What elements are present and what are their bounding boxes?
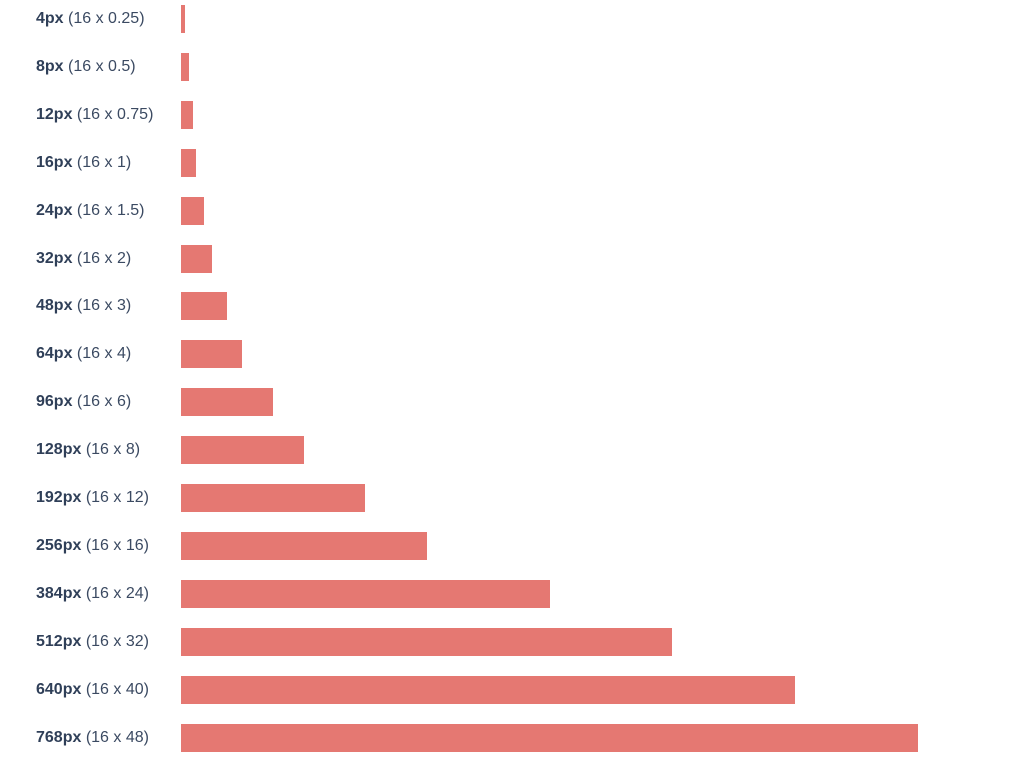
bar-row: 24px (16 x 1.5) (0, 196, 1020, 226)
bar (181, 580, 550, 608)
bar-label-multiplier: (16 x 40) (85, 681, 149, 698)
bar-label-px: 32px (36, 250, 73, 267)
bar (181, 149, 196, 177)
bar-label-px: 384px (36, 585, 82, 602)
bar (181, 340, 242, 368)
bar-label-px: 16px (36, 154, 73, 171)
bar-label: 128px (16 x 8) (36, 435, 140, 465)
bar-label: 24px (16 x 1.5) (36, 196, 145, 226)
bar-label-multiplier: (16 x 32) (85, 633, 149, 650)
bar-label-multiplier: (16 x 0.75) (76, 106, 154, 123)
bar-label: 256px (16 x 16) (36, 531, 149, 561)
bar-row: 128px (16 x 8) (0, 435, 1020, 465)
bar-label-px: 768px (36, 729, 82, 746)
bar-label-px: 48px (36, 297, 73, 314)
bar (181, 292, 227, 320)
bar-label: 32px (16 x 2) (36, 244, 131, 274)
bar (181, 724, 918, 752)
bar (181, 53, 189, 81)
bar-label-multiplier: (16 x 4) (76, 345, 132, 362)
bar (181, 388, 273, 416)
bar-label: 4px (16 x 0.25) (36, 4, 145, 34)
bar-label-multiplier: (16 x 24) (85, 585, 149, 602)
bar-label: 48px (16 x 3) (36, 291, 131, 321)
bar (181, 628, 672, 656)
bar-label-px: 96px (36, 393, 73, 410)
bar-label: 768px (16 x 48) (36, 723, 149, 753)
bar-label-multiplier: (16 x 1.5) (76, 202, 145, 219)
bar-row: 256px (16 x 16) (0, 531, 1020, 561)
bar (181, 245, 212, 273)
bar-row: 4px (16 x 0.25) (0, 4, 1020, 34)
bar-label-px: 64px (36, 345, 73, 362)
bar-row: 64px (16 x 4) (0, 339, 1020, 369)
bar-label-px: 640px (36, 681, 82, 698)
bar-label-px: 12px (36, 106, 73, 123)
bar (181, 197, 204, 225)
bar-label-multiplier: (16 x 0.25) (68, 10, 145, 27)
bar-label-px: 256px (36, 537, 82, 554)
bar-label-multiplier: (16 x 16) (85, 537, 149, 554)
bar-label-px: 192px (36, 489, 82, 506)
bar-label: 96px (16 x 6) (36, 387, 131, 417)
bar-label-px: 4px (36, 10, 64, 27)
bar-label: 512px (16 x 32) (36, 627, 149, 657)
bar (181, 676, 795, 704)
bar-label: 64px (16 x 4) (36, 339, 131, 369)
bar-row: 8px (16 x 0.5) (0, 52, 1020, 82)
bar (181, 436, 304, 464)
bar-row: 512px (16 x 32) (0, 627, 1020, 657)
bar (181, 532, 427, 560)
bar-label: 640px (16 x 40) (36, 675, 149, 705)
bar-row: 48px (16 x 3) (0, 291, 1020, 321)
bar-row: 32px (16 x 2) (0, 244, 1020, 274)
bar-row: 192px (16 x 12) (0, 483, 1020, 513)
bar (181, 101, 193, 129)
bar-label-px: 24px (36, 202, 73, 219)
bar-row: 12px (16 x 0.75) (0, 100, 1020, 130)
bar-row: 768px (16 x 48) (0, 723, 1020, 753)
bar (181, 5, 185, 33)
bar-label-multiplier: (16 x 2) (76, 250, 132, 267)
bar-row: 96px (16 x 6) (0, 387, 1020, 417)
bar-label-multiplier: (16 x 0.5) (68, 58, 136, 75)
bar-label-multiplier: (16 x 3) (76, 297, 132, 314)
bar-label-px: 128px (36, 441, 82, 458)
bar-label-multiplier: (16 x 1) (76, 154, 132, 171)
bar-label: 12px (16 x 0.75) (36, 100, 153, 130)
bar-row: 384px (16 x 24) (0, 579, 1020, 609)
bar-label-multiplier: (16 x 6) (76, 393, 132, 410)
bar-label: 8px (16 x 0.5) (36, 52, 136, 82)
bar (181, 484, 365, 512)
bar-row: 640px (16 x 40) (0, 675, 1020, 705)
bar-label-px: 512px (36, 633, 82, 650)
bar-label-multiplier: (16 x 48) (85, 729, 149, 746)
bar-label-multiplier: (16 x 12) (85, 489, 149, 506)
bar-label-px: 8px (36, 58, 64, 75)
bar-label: 192px (16 x 12) (36, 483, 149, 513)
bar-label-multiplier: (16 x 8) (85, 441, 141, 458)
bar-label: 384px (16 x 24) (36, 579, 149, 609)
bar-label: 16px (16 x 1) (36, 148, 131, 178)
bar-row: 16px (16 x 1) (0, 148, 1020, 178)
